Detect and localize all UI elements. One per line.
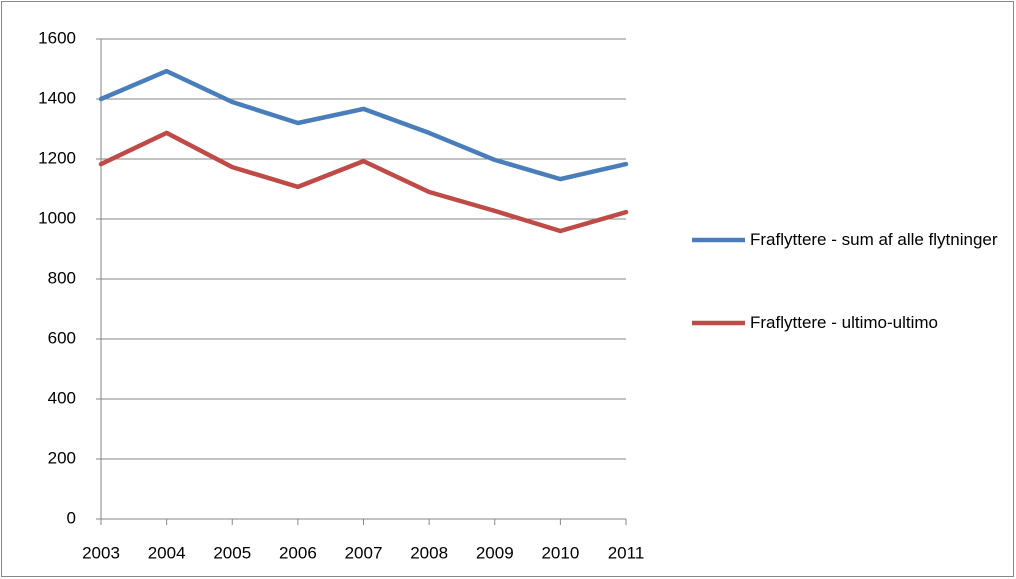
x-tick-label: 2008	[410, 543, 448, 562]
y-tick-label: 1400	[38, 88, 76, 107]
x-tick-label: 2004	[148, 543, 186, 562]
y-tick-label: 400	[48, 388, 76, 407]
y-tick-label: 0	[67, 508, 76, 527]
x-tick-label: 2009	[476, 543, 514, 562]
y-tick-label: 800	[48, 268, 76, 287]
series-line	[98, 130, 629, 234]
y-tick-label: 1000	[38, 208, 76, 227]
x-tick-label: 2011	[608, 543, 645, 562]
x-tick-label: 2007	[345, 543, 383, 562]
x-tick-label: 2010	[541, 543, 579, 562]
y-tick-label: 1200	[38, 148, 76, 167]
y-tick-label: 600	[48, 328, 76, 347]
legend-label: Fraflyttere - ultimo-ultimo	[750, 313, 938, 332]
legend-label: Fraflyttere - sum af alle flytninger	[750, 230, 998, 249]
x-tick-label: 2005	[213, 543, 251, 562]
y-tick-label: 1600	[38, 28, 76, 47]
series-line	[98, 68, 629, 182]
x-tick-label: 2003	[82, 543, 120, 562]
x-tick-label: 2006	[279, 543, 317, 562]
y-tick-label: 200	[48, 448, 76, 467]
